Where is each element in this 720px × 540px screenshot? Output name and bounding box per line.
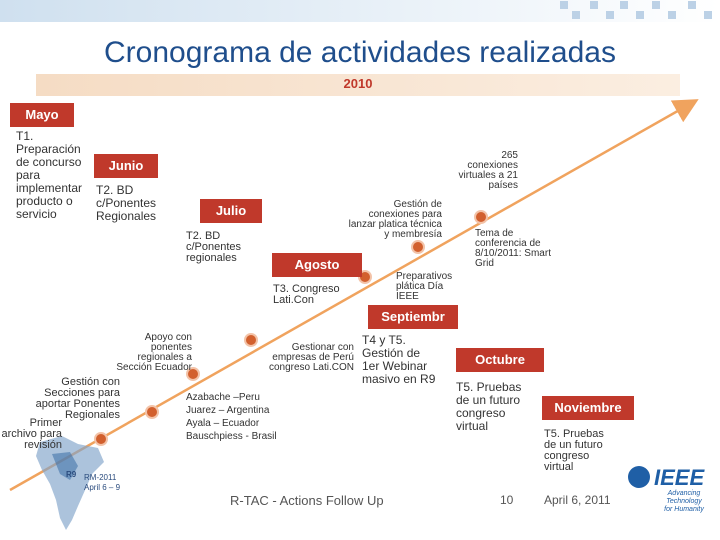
- note-t2-julio: T2. BD c/Ponentes regionales: [186, 230, 242, 264]
- ieee-logo-text: IEEE: [654, 465, 705, 490]
- milestone-dot: [145, 405, 159, 419]
- note-t1-concurso: T1. Preparación de concurso para implementar…: [16, 129, 83, 221]
- note-t5-noviembre: T5. Pruebas de un futuro congreso virtual: [544, 428, 604, 473]
- month-septiembre: Septiembr: [368, 305, 458, 329]
- month-noviembre: Noviembre: [542, 396, 634, 420]
- milestone-dot: [94, 432, 108, 446]
- milestone-dot: [186, 367, 200, 381]
- year-band: [36, 74, 680, 96]
- footer-center: R-TAC - Actions Follow Up: [230, 493, 384, 508]
- note-gestion-platica: Gestión de conexiones para lanzar platica …: [348, 199, 442, 240]
- note-t3-congreso: T3. Congreso Lati.Con: [273, 283, 340, 306]
- page-title: Cronograma de actividades realizadas: [104, 36, 616, 69]
- south-america-map: [36, 436, 104, 530]
- month-julio: Julio: [200, 199, 262, 223]
- footer-date: April 6, 2011: [544, 493, 611, 507]
- milestone-dot: [474, 210, 488, 224]
- year-label: 2010: [343, 76, 373, 91]
- r9-label: R9: [66, 470, 77, 479]
- header-decoration: [0, 0, 720, 22]
- ieee-logo-tagline: Advancing Technology for Humanity: [664, 490, 704, 513]
- month-agosto: Agosto: [272, 253, 362, 277]
- note-preparativos: Preparativos plática Día IEEE: [396, 271, 453, 302]
- note-tema-conferencia: Tema de conferencia de 8/10/2011: Smart Gri…: [475, 228, 551, 269]
- note-t2-junio: T2. BD c/Ponentes Regionales: [96, 183, 157, 223]
- note-t4-t5-webinar: T4 y T5. Gestión de 1er Webinar masivo en R…: [362, 333, 436, 386]
- month-octubre: Octubre: [456, 348, 544, 372]
- note-ponentes-lista: Azabache –Peru Juarez – Argentina Ayala – …: [186, 392, 277, 442]
- milestone-dot: [411, 240, 425, 254]
- month-junio: Junio: [94, 154, 158, 178]
- note-apoyo-ponentes: Apoyo con ponentes regionales a Sección Ecu…: [116, 332, 192, 373]
- note-gestion-secciones: Gestión con Secciones para aportar Ponente…: [35, 376, 120, 421]
- note-primer-archivo: Primer archivo para revisión: [1, 417, 62, 451]
- note-rm-meeting: RM-2011 April 6 – 9: [84, 473, 121, 492]
- ieee-logo-icon: [628, 466, 650, 488]
- note-265-conexiones: 265 conexiones virtuales a 21 países: [458, 150, 518, 191]
- milestone-dot: [244, 333, 258, 347]
- timeline-arrow: [9, 99, 699, 492]
- note-gestionar-empresas: Gestionar con empresas de Perú congreso La…: [268, 342, 354, 373]
- month-mayo: Mayo: [10, 103, 74, 127]
- note-t5-octubre: T5. Pruebas de un futuro congreso virtual: [456, 380, 522, 433]
- footer-page-number: 10: [500, 493, 514, 507]
